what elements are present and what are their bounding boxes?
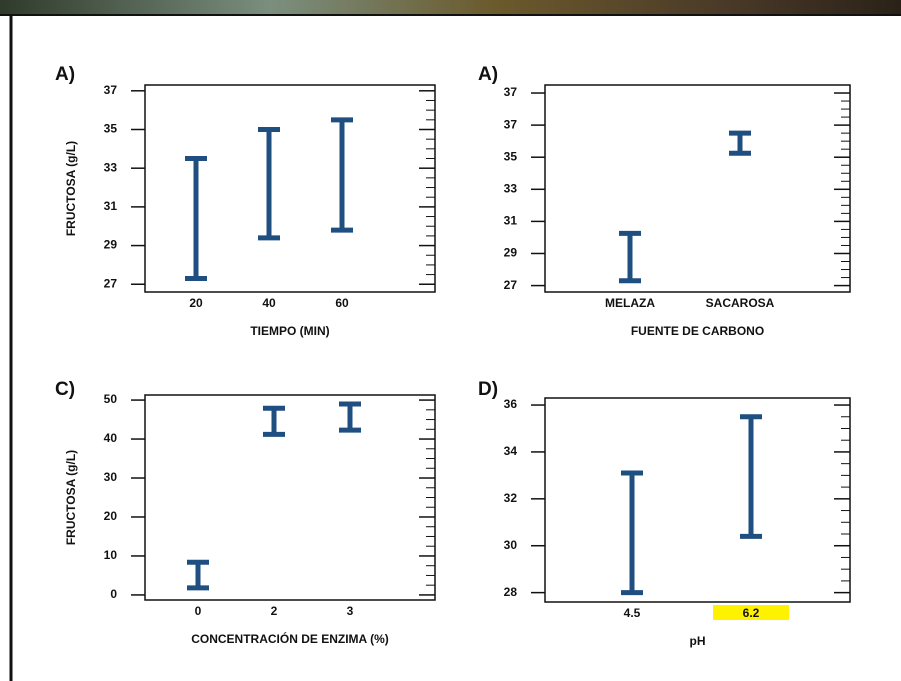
y-axis-label: FRUCTOSA (g/L)	[64, 141, 78, 236]
y-tick-label: 50	[104, 392, 118, 406]
y-tick-label: 31	[104, 199, 118, 213]
y-tick-label: 34	[504, 444, 518, 458]
plot-frame	[544, 84, 851, 293]
y-tick-label: 27	[504, 278, 518, 292]
plot-frame	[544, 397, 851, 603]
panel-label: D)	[478, 379, 498, 400]
y-tick-label: 30	[504, 538, 518, 552]
y-tick-label: 40	[104, 431, 118, 445]
y-tick-label: 32	[504, 491, 518, 505]
x-tick-label: 40	[262, 296, 276, 310]
y-tick-label: 27	[104, 276, 118, 290]
x-tick-label: 3	[347, 604, 354, 618]
y-tick-label: 20	[104, 509, 118, 523]
plot-frame	[144, 394, 436, 601]
panel-label: C)	[55, 379, 75, 400]
y-tick-label: 37	[504, 85, 518, 99]
panel-label: A)	[55, 64, 75, 85]
y-tick-label: 33	[504, 181, 518, 195]
x-axis-label: pH	[690, 634, 706, 648]
y-tick-label: 29	[104, 238, 118, 252]
x-axis-label: TIEMPO (MIN)	[250, 324, 329, 338]
y-tick-label: 36	[504, 397, 518, 411]
x-tick-label: 6.2	[743, 606, 760, 620]
y-tick-label: 30	[104, 470, 118, 484]
category-highlight	[713, 605, 789, 620]
x-tick-label: MELAZA	[605, 296, 655, 310]
y-axis-label: FRUCTOSA (g/L)	[64, 450, 78, 545]
panel-label: A)	[478, 64, 498, 85]
x-tick-label: SACAROSA	[706, 296, 775, 310]
y-tick-label: 0	[110, 587, 117, 601]
y-tick-label: 10	[104, 548, 118, 562]
x-axis-label: CONCENTRACIÓN DE ENZIMA (%)	[191, 631, 389, 646]
photo-strip	[0, 0, 901, 15]
x-tick-label: 0	[195, 604, 202, 618]
y-tick-label: 35	[104, 122, 118, 136]
x-tick-label: 4.5	[624, 606, 641, 620]
x-tick-label: 2	[271, 604, 278, 618]
y-tick-label: 29	[504, 246, 518, 260]
y-tick-label: 28	[504, 585, 518, 599]
y-tick-label: 35	[504, 149, 518, 163]
y-tick-label: 37	[504, 117, 518, 131]
x-tick-label: 60	[335, 296, 349, 310]
y-tick-label: 31	[504, 214, 518, 228]
y-tick-label: 37	[104, 83, 118, 97]
plot-frame	[144, 84, 436, 293]
y-tick-label: 33	[104, 160, 118, 174]
x-axis-label: FUENTE DE CARBONO	[631, 324, 764, 338]
x-tick-label: 20	[189, 296, 203, 310]
